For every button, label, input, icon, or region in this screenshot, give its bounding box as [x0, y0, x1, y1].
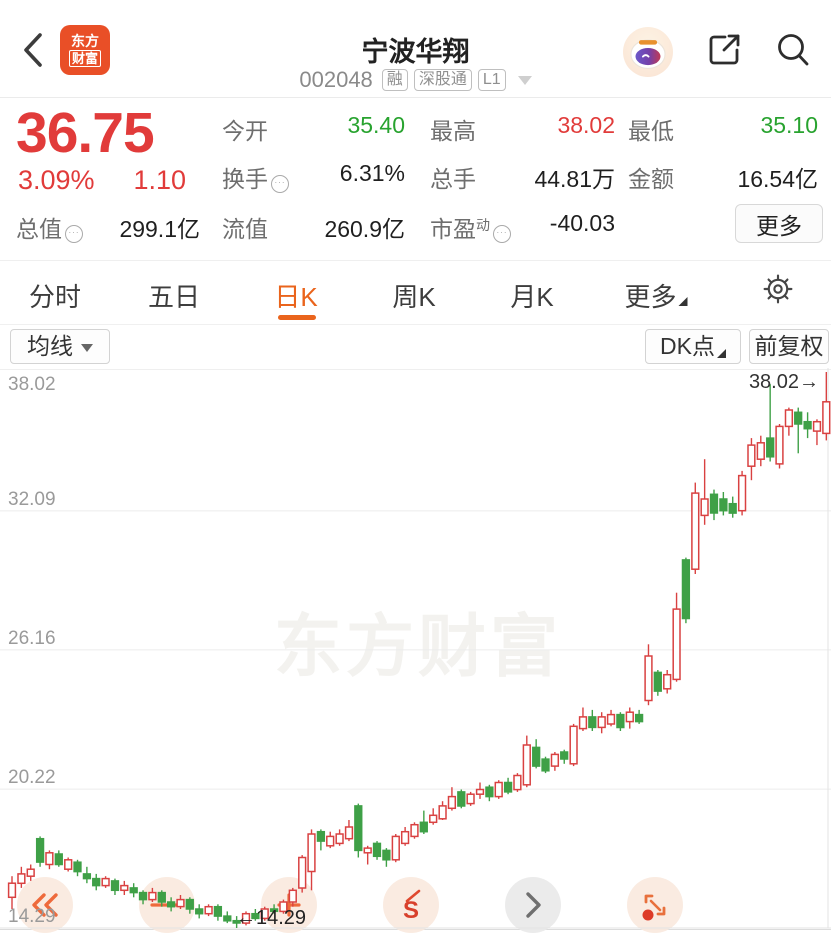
- tab-daily-k[interactable]: 日K: [274, 282, 318, 312]
- s-curve-icon: S: [403, 889, 421, 921]
- back-icon[interactable]: [20, 32, 46, 68]
- expand-arrows-icon: [642, 894, 666, 921]
- tab-5day[interactable]: 五日: [147, 282, 201, 312]
- ma-dropdown-button[interactable]: 均线: [10, 329, 110, 364]
- chevron-down-icon[interactable]: [517, 75, 532, 85]
- pe-value: -40.03: [549, 210, 615, 236]
- high-label: 最高: [430, 118, 476, 144]
- info-icon[interactable]: ···: [271, 175, 289, 193]
- stock-subrow: 002048 融 深股通 L1: [0, 67, 831, 93]
- header: 东方 财富 宁波华翔 002048 融 深股通 L1: [0, 0, 831, 98]
- svg-text:38.02→: 38.02→: [749, 371, 819, 393]
- forward-adjust-button[interactable]: 前复权: [749, 329, 829, 364]
- search-icon[interactable]: [773, 30, 813, 70]
- low-label: 最低: [628, 118, 674, 144]
- chart-tab-bar: 分时 五日 日K 周K 月K 更多: [0, 260, 831, 324]
- open-label: 今开: [222, 118, 268, 144]
- low-value: 35.10: [760, 112, 818, 138]
- mktcap-label: 总值 ···: [16, 210, 83, 244]
- change-percent: 3.09%: [18, 165, 95, 195]
- info-icon[interactable]: ···: [493, 225, 511, 243]
- stock-code: 002048: [299, 67, 373, 92]
- add-marker-button[interactable]: [261, 877, 317, 933]
- jump-to-start-button[interactable]: [17, 877, 73, 933]
- change-absolute: 1.10: [133, 165, 186, 195]
- page-title: 宁波华翔: [361, 37, 470, 67]
- floatcap-value: 260.9亿: [324, 216, 405, 242]
- info-icon[interactable]: ···: [65, 225, 83, 243]
- volume-value: 44.81万: [534, 166, 615, 192]
- svg-text:←14.29: ←14.29: [236, 907, 306, 929]
- fullscreen-button[interactable]: [627, 877, 683, 933]
- eastmoney-logo-icon[interactable]: 东方 财富: [60, 25, 110, 75]
- dk-point-button[interactable]: DK点: [645, 329, 741, 364]
- high-value: 38.02: [557, 112, 615, 138]
- svg-text:32.09: 32.09: [8, 489, 56, 510]
- chevron-right-icon: [526, 892, 541, 918]
- svg-text:26.16: 26.16: [8, 628, 56, 649]
- corner-triangle-icon: [678, 297, 688, 306]
- double-chevron-left-icon: [32, 893, 58, 917]
- badge-margin: 融: [381, 69, 408, 91]
- badge-level: L1: [477, 69, 506, 91]
- tab-weekly-k[interactable]: 周K: [392, 282, 436, 312]
- last-price: 36.75: [16, 101, 155, 165]
- more-button[interactable]: 更多: [735, 204, 823, 243]
- corner-triangle-icon: [716, 349, 726, 358]
- robot-assistant-icon[interactable]: [623, 27, 673, 77]
- caret-down-icon: [81, 344, 93, 352]
- kline-svg: 东方财富 38.02 32.09 26.16 20.22 14.29 38.02→ ←14.2…: [0, 368, 831, 929]
- amount-value: 16.54亿: [737, 166, 818, 192]
- svg-text:S: S: [403, 897, 419, 921]
- turnover-label: 换手 ···: [222, 160, 289, 194]
- badge-sz-connect: 深股通: [413, 69, 472, 91]
- gear-icon[interactable]: [763, 274, 793, 304]
- mktcap-value: 299.1亿: [119, 216, 200, 242]
- kline-chart[interactable]: 东方财富 38.02 32.09 26.16 20.22 14.29 38.02→ ←14.2…: [0, 368, 831, 929]
- turnover-value: 6.31%: [339, 160, 405, 186]
- active-tab-underline: [278, 315, 316, 320]
- svg-text:14.29: 14.29: [8, 906, 56, 927]
- svg-text:20.22: 20.22: [8, 767, 56, 788]
- tab-minute[interactable]: 分时: [28, 282, 82, 312]
- amount-label: 金额: [628, 166, 674, 192]
- pe-label: 市盈动 ···: [430, 210, 511, 244]
- open-value: 35.40: [347, 112, 405, 138]
- floatcap-label: 流值: [222, 216, 268, 242]
- svg-text:38.02: 38.02: [8, 374, 56, 395]
- chart-toolbar: 均线 DK点 前复权: [0, 324, 831, 370]
- svg-text:东方财富: 东方财富: [274, 609, 562, 685]
- share-icon[interactable]: [705, 30, 745, 70]
- tab-monthly-k[interactable]: 月K: [510, 282, 554, 312]
- quote-panel: 36.75 3.09% 1.10 总值 ··· 299.1亿 今开 35.40 换…: [0, 98, 831, 258]
- tab-more[interactable]: 更多: [624, 277, 688, 314]
- trend-tool-button[interactable]: S: [383, 877, 439, 933]
- next-button[interactable]: [505, 877, 561, 933]
- volume-label: 总手: [430, 166, 476, 192]
